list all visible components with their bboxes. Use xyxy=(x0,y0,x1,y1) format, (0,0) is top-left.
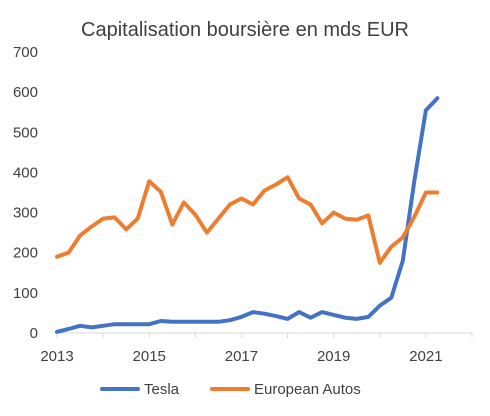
y-tick-label: 300 xyxy=(13,205,38,222)
x-tick-label: 2013 xyxy=(40,348,73,365)
x-tick-label: 2015 xyxy=(133,348,166,365)
x-tick-label: 2019 xyxy=(317,348,350,365)
y-tick-label: 500 xyxy=(13,124,38,141)
y-tick-label: 0 xyxy=(30,325,38,342)
series-line-european-autos xyxy=(55,175,440,265)
series-line-tesla xyxy=(55,96,440,334)
series-lines xyxy=(55,96,440,334)
legend-label: Tesla xyxy=(144,381,180,398)
y-tick-label: 100 xyxy=(13,285,38,302)
y-tick-label: 600 xyxy=(13,84,38,101)
y-tick-label: 700 xyxy=(13,44,38,61)
legend: Tesla European Autos xyxy=(100,381,361,398)
y-tick-label: 400 xyxy=(13,164,38,181)
x-tick-label: 2021 xyxy=(409,348,442,365)
y-tick-label: 200 xyxy=(13,245,38,262)
x-tick-label: 2017 xyxy=(225,348,258,365)
legend-label: European Autos xyxy=(254,381,361,398)
x-axis-ticks: 2013 2015 2017 2019 2021 xyxy=(40,333,473,365)
chart-title: Capitalisation boursière en mds EUR xyxy=(81,19,409,41)
y-axis-ticks: 0 100 200 300 400 500 600 700 xyxy=(13,44,38,342)
